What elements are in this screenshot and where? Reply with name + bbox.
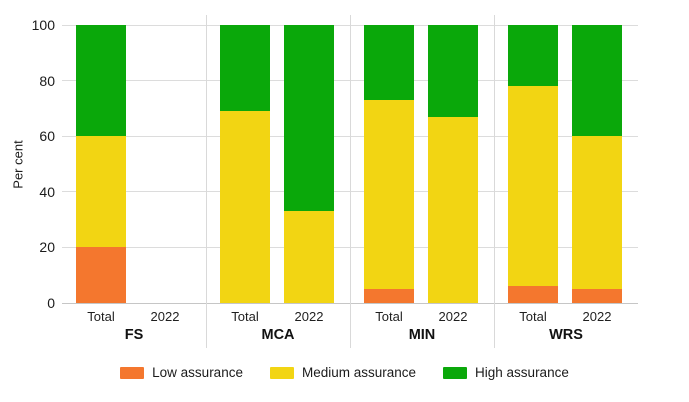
bar-segment-medium-assurance bbox=[508, 86, 558, 287]
bar-segment-high-assurance bbox=[284, 25, 334, 212]
legend-item-medium-assurance: Medium assurance bbox=[269, 365, 417, 380]
bar-x-label: Total bbox=[519, 309, 547, 324]
group-separator bbox=[494, 15, 495, 348]
bar-segment-high-assurance bbox=[572, 25, 622, 137]
bar-segment-medium-assurance bbox=[364, 100, 414, 290]
bar-x-label: Total bbox=[375, 309, 403, 324]
low-assurance-swatch bbox=[120, 366, 145, 379]
group-label: FS bbox=[124, 327, 144, 343]
bar-segment-low-assurance bbox=[572, 289, 622, 303]
bar-segment-low-assurance bbox=[508, 286, 558, 303]
group-label: MIN bbox=[408, 327, 436, 343]
bar-x-label: 2022 bbox=[438, 309, 468, 324]
high-assurance-swatch bbox=[443, 366, 468, 379]
bar-segment-high-assurance bbox=[220, 25, 270, 112]
bar-x-label: 2022 bbox=[582, 309, 612, 324]
bar-x-label: Total bbox=[231, 309, 259, 324]
y-tick-label: 0 bbox=[47, 295, 55, 311]
y-tick-label: 40 bbox=[39, 183, 55, 200]
group-label: MCA bbox=[261, 327, 295, 343]
bar-segment-medium-assurance bbox=[428, 116, 478, 303]
bar-segment-low-assurance bbox=[364, 289, 414, 303]
bar-segment-high-assurance bbox=[76, 25, 126, 137]
bar-segment-high-assurance bbox=[508, 25, 558, 87]
y-tick-label: 20 bbox=[39, 239, 55, 256]
bar-segment-high-assurance bbox=[428, 25, 478, 117]
bar-segment-medium-assurance bbox=[76, 136, 126, 248]
bar-segment-high-assurance bbox=[364, 25, 414, 101]
bar-segment-medium-assurance bbox=[220, 111, 270, 303]
y-tick-label: 60 bbox=[39, 128, 55, 145]
legend-label: Medium assurance bbox=[301, 365, 417, 380]
legend-label: Low assurance bbox=[152, 365, 243, 380]
bar-segment-medium-assurance bbox=[284, 211, 334, 303]
bar-x-label: 2022 bbox=[150, 309, 180, 324]
bar-segment-medium-assurance bbox=[572, 136, 622, 290]
bar-x-label: Total bbox=[87, 309, 115, 324]
bar-x-label: 2022 bbox=[294, 309, 324, 324]
y-tick-label: 100 bbox=[31, 17, 55, 33]
legend-item-high-assurance: High assurance bbox=[443, 365, 569, 380]
legend-label: High assurance bbox=[475, 365, 569, 380]
legend-item-low-assurance: Low assurance bbox=[120, 365, 243, 380]
medium-assurance-swatch bbox=[269, 366, 294, 379]
y-tick-label: 80 bbox=[39, 72, 55, 89]
chart-legend: Low assurance Medium assurance High assura… bbox=[0, 365, 689, 380]
group-separator bbox=[350, 15, 351, 348]
group-label: WRS bbox=[549, 327, 583, 343]
bar-segment-low-assurance bbox=[76, 247, 126, 303]
group-separator bbox=[206, 15, 207, 348]
